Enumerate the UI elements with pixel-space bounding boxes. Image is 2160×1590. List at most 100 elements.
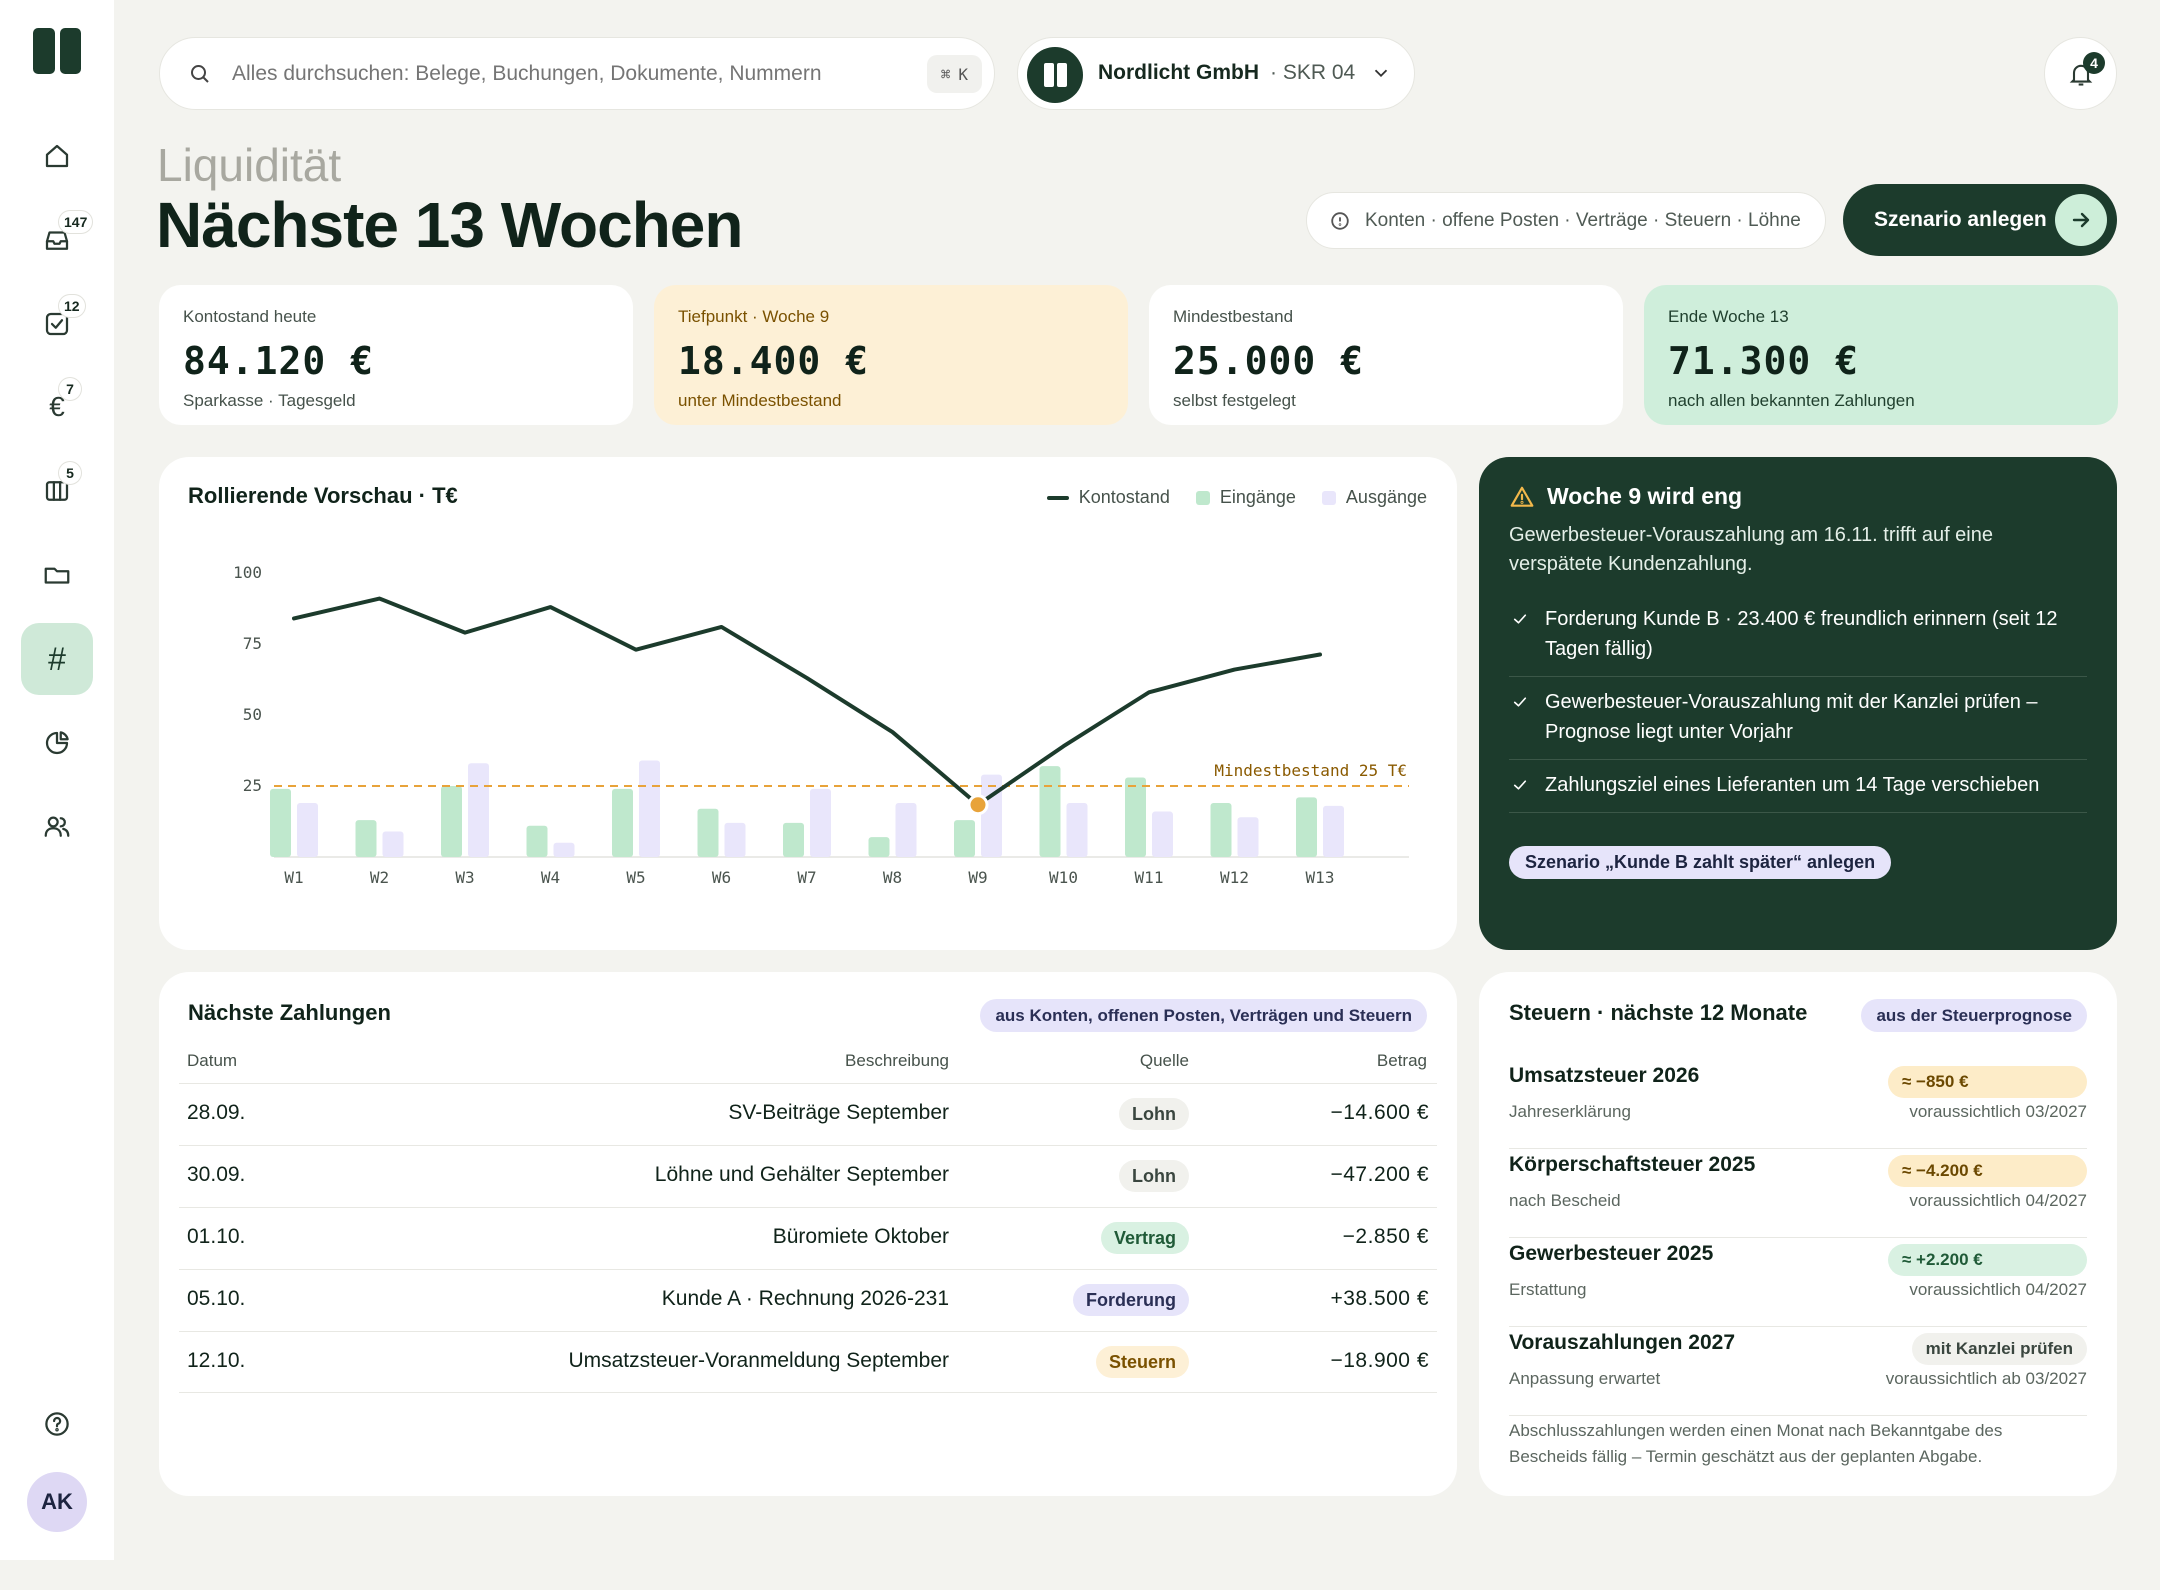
tax-name: Umsatzsteuer 2026 — [1509, 1064, 1700, 1087]
kpi-subtext: Sparkasse · Tagesgeld — [183, 391, 356, 410]
outflow-bar — [468, 763, 489, 857]
outflow-bar — [553, 842, 575, 857]
tax-name: Gewerbesteuer 2025 — [1509, 1242, 1714, 1265]
folder-icon — [44, 567, 70, 584]
tax-due-date: voraussichtlich ab 03/2027 — [1885, 1369, 2087, 1388]
taxes-source-tag: aus der Steuerprognose — [1861, 999, 2087, 1032]
check-icon — [1513, 780, 1527, 790]
inflow-bar — [1296, 797, 1317, 857]
kpi-label: Kontostand heute — [183, 307, 317, 326]
kpi-low-point: Tiefpunkt · Woche 9 18.400 € unter Minde… — [654, 285, 1128, 425]
column-source[interactable]: Quelle — [1139, 1051, 1189, 1070]
kpi-minimum-balance: Mindestbestand 25.000 € selbst festgeleg… — [1149, 285, 1623, 425]
table-row[interactable]: 12.10. Umsatzsteuer-Voranmeldung Septemb… — [179, 1331, 1437, 1393]
kpi-label: Mindestbestand — [1173, 307, 1294, 326]
nav-board[interactable]: 5 — [21, 455, 93, 527]
payment-date: 28.09. — [187, 1101, 246, 1124]
nav-tasks[interactable]: 12 — [21, 288, 93, 360]
x-tick-label: W1 — [284, 868, 303, 887]
list-item[interactable]: Körperschaftsteuer 2025 nach Bescheid ≈ … — [1509, 1149, 2087, 1238]
y-tick-label: 50 — [243, 705, 262, 724]
search-bar[interactable]: ⌘ K — [159, 37, 995, 110]
nav-people[interactable] — [21, 791, 93, 863]
payment-description: Büromiete Oktober — [772, 1225, 949, 1248]
table-row[interactable]: 28.09. SV-Beiträge September Lohn −14.60… — [179, 1083, 1437, 1145]
data-sources-info[interactable]: Konten · offene Posten · Verträge · Steu… — [1306, 192, 1826, 249]
app-logo[interactable] — [33, 28, 81, 74]
legend-item-outflows: Ausgänge — [1321, 487, 1427, 508]
check-icon — [1513, 614, 1527, 624]
list-item[interactable]: Gewerbesteuer 2025 Erstattung ≈ +2.200 €… — [1509, 1238, 2087, 1327]
outflow-bar — [724, 822, 746, 857]
legend-label-balance: Kontostand — [1078, 487, 1170, 507]
inflow-bar — [1210, 803, 1232, 857]
payments-table-header: Datum Beschreibung Quelle Betrag — [187, 1051, 1427, 1081]
payment-date: 05.10. — [187, 1287, 246, 1310]
hash-icon: # — [48, 640, 66, 677]
tax-due-date: voraussichtlich 03/2027 — [1909, 1102, 2087, 1121]
outflow-bar — [1066, 803, 1088, 857]
check-icon — [1513, 697, 1527, 707]
tax-amount-badge: ≈ −4.200 € — [1888, 1155, 2087, 1187]
nav-documents[interactable] — [21, 539, 93, 611]
upcoming-payments-card: Nächste Zahlungen aus Konten, offenen Po… — [159, 972, 1457, 1496]
notifications-button[interactable]: 4 — [2044, 37, 2117, 110]
x-tick-label: W4 — [541, 868, 560, 887]
create-scenario-button[interactable]: Szenario anlegen — [1843, 184, 2117, 256]
payments-source-tag: aus Konten, offenen Posten, Verträgen un… — [980, 999, 1427, 1032]
outflow-bar — [1152, 811, 1173, 857]
payment-amount: −14.600 € — [1330, 1101, 1429, 1124]
outflow-bar — [1323, 805, 1344, 857]
list-item[interactable]: Umsatzsteuer 2026 Jahreserklärung ≈ −850… — [1509, 1060, 2087, 1149]
kpi-value: 18.400 € — [678, 339, 870, 383]
chart-of-accounts: · SKR 04 — [1270, 61, 1356, 84]
x-tick-label: W6 — [712, 868, 731, 887]
alert-action-item[interactable]: Forderung Kunde B · 23.400 € freundlich … — [1509, 594, 2087, 677]
x-tick-label: W9 — [968, 868, 987, 887]
table-row[interactable]: 05.10. Kunde A · Rechnung 2026-231 Forde… — [179, 1269, 1437, 1331]
sidebar: 147 12 € 7 5 # AK — [0, 0, 114, 1560]
alert-action-item[interactable]: Gewerbesteuer-Vorauszahlung mit der Kanz… — [1509, 677, 2087, 760]
legend-swatch-balance — [1046, 495, 1069, 500]
finance-badge: 7 — [59, 378, 81, 400]
tax-name: Körperschaftsteuer 2025 — [1509, 1153, 1756, 1176]
nav-home[interactable] — [21, 120, 93, 192]
tax-amount-badge: ≈ −850 € — [1888, 1066, 2087, 1098]
nav-help[interactable] — [21, 1388, 93, 1460]
checkbox-icon — [45, 312, 69, 336]
payment-date: 12.10. — [187, 1349, 246, 1372]
payment-source-badge: Forderung — [1073, 1284, 1189, 1316]
tax-forecast-card: Steuern · nächste 12 Monate aus der Steu… — [1479, 972, 2117, 1496]
outflow-bar — [1237, 817, 1259, 857]
list-item[interactable]: Vorauszahlungen 2027 Anpassung erwartet … — [1509, 1327, 2087, 1416]
table-row[interactable]: 01.10. Büromiete Oktober Vertrag −2.850 … — [179, 1207, 1437, 1269]
avatar[interactable]: AK — [27, 1472, 87, 1532]
outflow-bar — [981, 774, 1002, 857]
alert-action-item[interactable]: Zahlungsziel eines Lieferanten um 14 Tag… — [1509, 760, 2087, 813]
legend-swatch-outflows — [1321, 490, 1336, 505]
search-input[interactable] — [232, 61, 912, 86]
table-row[interactable]: 30.09. Löhne und Gehälter September Lohn… — [179, 1145, 1437, 1207]
chart-title: Rollierende Vorschau · T€ — [188, 483, 458, 508]
x-tick-label: W13 — [1306, 868, 1335, 887]
column-amount[interactable]: Betrag — [1376, 1051, 1427, 1070]
x-tick-label: W12 — [1220, 868, 1249, 887]
minimum-balance-label: Mindestbestand 25 T€ — [1214, 761, 1407, 780]
payment-amount: −18.900 € — [1330, 1349, 1429, 1372]
nav-finance[interactable]: € 7 — [21, 371, 93, 443]
create-late-payment-scenario-button[interactable]: Szenario „Kunde B zahlt später“ anlegen — [1509, 846, 1892, 879]
warning-icon — [1510, 486, 1534, 507]
legend-label-outflows: Ausgänge — [1345, 487, 1427, 507]
nav-liquidity[interactable]: # — [21, 623, 93, 695]
pie-chart-icon — [45, 731, 69, 755]
company-switcher[interactable]: Nordlicht GmbH · SKR 04 — [1017, 37, 1415, 110]
kpi-value: 84.120 € — [183, 339, 375, 383]
payment-amount: −47.200 € — [1330, 1163, 1429, 1186]
y-tick-label: 100 — [233, 563, 262, 582]
help-icon — [45, 1412, 69, 1436]
nav-reports[interactable] — [21, 707, 93, 779]
nav-inbox[interactable]: 147 — [21, 204, 93, 276]
column-description[interactable]: Beschreibung — [845, 1051, 949, 1070]
x-tick-label: W5 — [626, 868, 645, 887]
column-date[interactable]: Datum — [187, 1051, 238, 1070]
